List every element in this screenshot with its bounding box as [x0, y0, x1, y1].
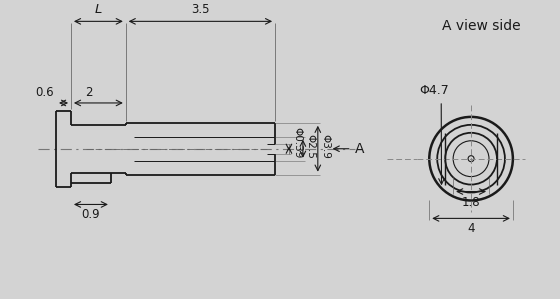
Text: L: L	[95, 3, 102, 16]
Text: Φ2.5: Φ2.5	[306, 134, 316, 159]
Text: 0.6: 0.6	[35, 86, 54, 99]
Text: Φ3.9: Φ3.9	[321, 134, 331, 159]
Text: 2: 2	[85, 86, 93, 99]
Text: 0.9: 0.9	[82, 208, 100, 222]
Text: A view side: A view side	[442, 19, 520, 33]
Text: Φ4.7: Φ4.7	[419, 84, 449, 97]
Text: A: A	[354, 142, 364, 156]
Text: 4: 4	[467, 222, 475, 235]
Text: 1.8: 1.8	[462, 196, 480, 208]
Text: 3.5: 3.5	[191, 3, 209, 16]
Text: Φ0.39: Φ0.39	[292, 127, 302, 158]
